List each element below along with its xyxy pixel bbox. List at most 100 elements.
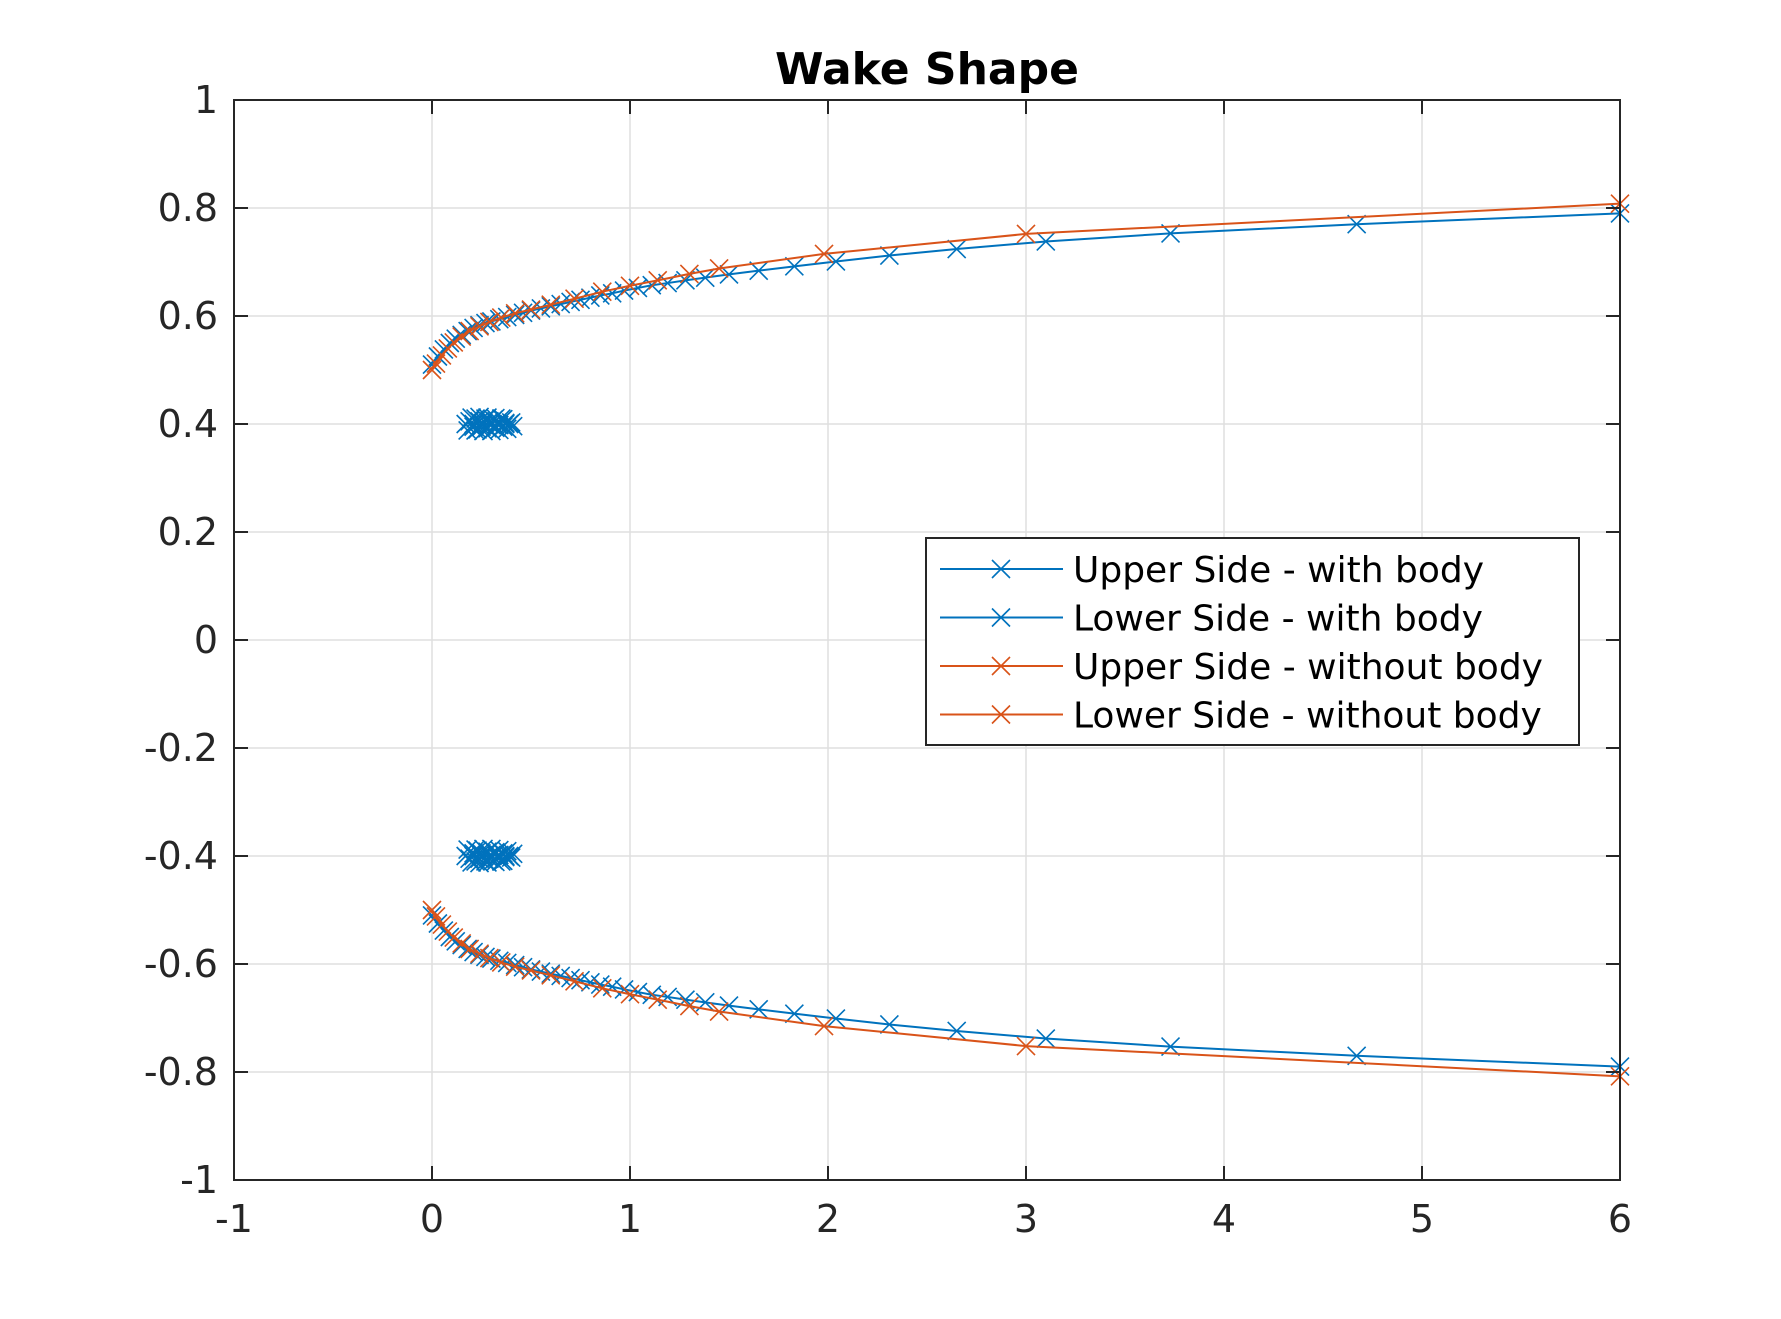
data-point-marker — [479, 414, 499, 434]
data-point-marker — [620, 276, 640, 296]
data-point-marker — [452, 326, 472, 347]
data-point-marker — [440, 927, 460, 947]
data-point-marker — [444, 927, 464, 948]
series-2 — [422, 194, 1630, 380]
data-point-marker — [1016, 1036, 1036, 1056]
series-3 — [422, 900, 1630, 1086]
data-point-marker — [947, 1021, 967, 1041]
chart-title: Wake Shape — [775, 44, 1079, 95]
x-tick-label: 0 — [420, 1197, 444, 1241]
x-tick-label: 3 — [1014, 1197, 1038, 1241]
series-4 — [456, 407, 523, 441]
data-point-marker — [460, 939, 480, 959]
data-point-marker — [826, 251, 846, 272]
data-point-marker — [487, 846, 507, 866]
x-tick-labels: -1 0 1 2 3 4 5 6 — [215, 1197, 1632, 1241]
data-point-marker — [495, 414, 515, 434]
series-layer — [422, 194, 1630, 1086]
data-point-marker — [784, 1004, 804, 1024]
data-point-marker — [784, 256, 804, 276]
data-point-marker — [469, 944, 490, 964]
x-tick-label: -1 — [215, 1197, 253, 1241]
data-point-marker — [469, 316, 490, 336]
data-point-marker — [464, 846, 484, 866]
data-point-marker — [471, 414, 492, 434]
data-point-marker — [564, 289, 585, 309]
axes — [233, 99, 1621, 1181]
legend-marker — [991, 704, 1011, 725]
data-point-marker — [464, 414, 484, 434]
data-point-marker — [452, 933, 472, 954]
data-point-marker — [460, 321, 480, 341]
data-point-marker — [495, 846, 515, 866]
data-point-marker — [814, 244, 834, 264]
y-tick-label: 1 — [194, 78, 218, 122]
data-point-marker — [422, 360, 442, 380]
data-point-marker — [679, 996, 699, 1016]
data-point-marker — [648, 990, 668, 1010]
data-point-marker — [879, 245, 899, 266]
data-point-marker — [505, 957, 525, 977]
x-tick-label: 4 — [1212, 1197, 1236, 1241]
data-point-marker — [679, 264, 699, 284]
data-point-marker — [709, 258, 729, 279]
y-tick-label: -0.8 — [144, 1050, 218, 1094]
data-point-marker — [487, 414, 507, 434]
y-tick-label: 0.4 — [158, 402, 218, 446]
x-tick-label: 2 — [816, 1197, 840, 1241]
data-point-marker — [541, 965, 561, 985]
y-tick-label: -0.6 — [144, 942, 218, 986]
data-point-marker — [826, 1008, 846, 1029]
x-tick-label: 1 — [618, 1197, 642, 1241]
data-point-marker — [620, 984, 640, 1004]
data-point-marker — [1016, 224, 1036, 244]
data-point-marker — [422, 900, 442, 920]
data-point-marker — [590, 974, 610, 995]
data-point-marker — [444, 332, 464, 353]
legend-label: Lower Side - without body — [1073, 696, 1542, 737]
data-point-marker — [564, 971, 585, 991]
data-point-marker — [521, 960, 541, 981]
data-point-marker — [497, 419, 517, 439]
data-point-marker — [462, 407, 482, 428]
y-tick-label: -0.4 — [144, 834, 218, 878]
data-point-marker — [426, 353, 446, 374]
data-point-marker — [503, 416, 523, 436]
legend-entry: Lower Side - without body — [940, 696, 1542, 737]
y-tick-label: -0.2 — [144, 726, 218, 770]
legend-marker — [991, 559, 1011, 579]
legend-marker — [991, 607, 1011, 628]
y-tick-label: 0.6 — [158, 294, 218, 338]
data-point-marker — [709, 1001, 729, 1022]
y-tick-label: 0.2 — [158, 510, 218, 554]
data-point-marker — [426, 906, 446, 927]
data-point-marker — [541, 295, 561, 315]
legend: Upper Side - with body Lower Side - with … — [925, 537, 1580, 746]
data-point-marker — [479, 846, 499, 866]
series-5 — [456, 839, 523, 873]
y-tick-label: -1 — [180, 1158, 218, 1202]
legend-entry: Lower Side - with body — [940, 599, 1483, 640]
data-point-marker — [491, 952, 511, 972]
data-point-marker — [471, 846, 492, 866]
legend-box — [925, 537, 1580, 746]
data-point-marker — [592, 978, 612, 998]
data-point-marker — [814, 1016, 834, 1036]
data-point-marker — [1036, 231, 1056, 252]
data-point-marker — [491, 308, 511, 328]
y-tick-label: 0 — [194, 618, 218, 662]
legend-label: Upper Side - with body — [1073, 550, 1484, 591]
data-point-marker — [592, 282, 612, 302]
data-point-marker — [521, 299, 541, 320]
data-point-marker — [879, 1014, 899, 1035]
legend-entry: Upper Side - with body — [940, 550, 1484, 591]
y-tick-labels: 1 0.8 0.6 0.4 0.2 0 -0.2 -0.4 -0.6 -0.8 -1 — [144, 78, 218, 1202]
legend-label: Upper Side - without body — [1073, 647, 1543, 688]
data-point-marker — [479, 948, 499, 968]
x-tick-label: 6 — [1608, 1197, 1632, 1241]
data-point-marker — [479, 312, 499, 332]
data-point-marker — [446, 329, 466, 349]
legend-marker — [991, 656, 1011, 676]
data-point-marker — [1036, 1028, 1056, 1049]
